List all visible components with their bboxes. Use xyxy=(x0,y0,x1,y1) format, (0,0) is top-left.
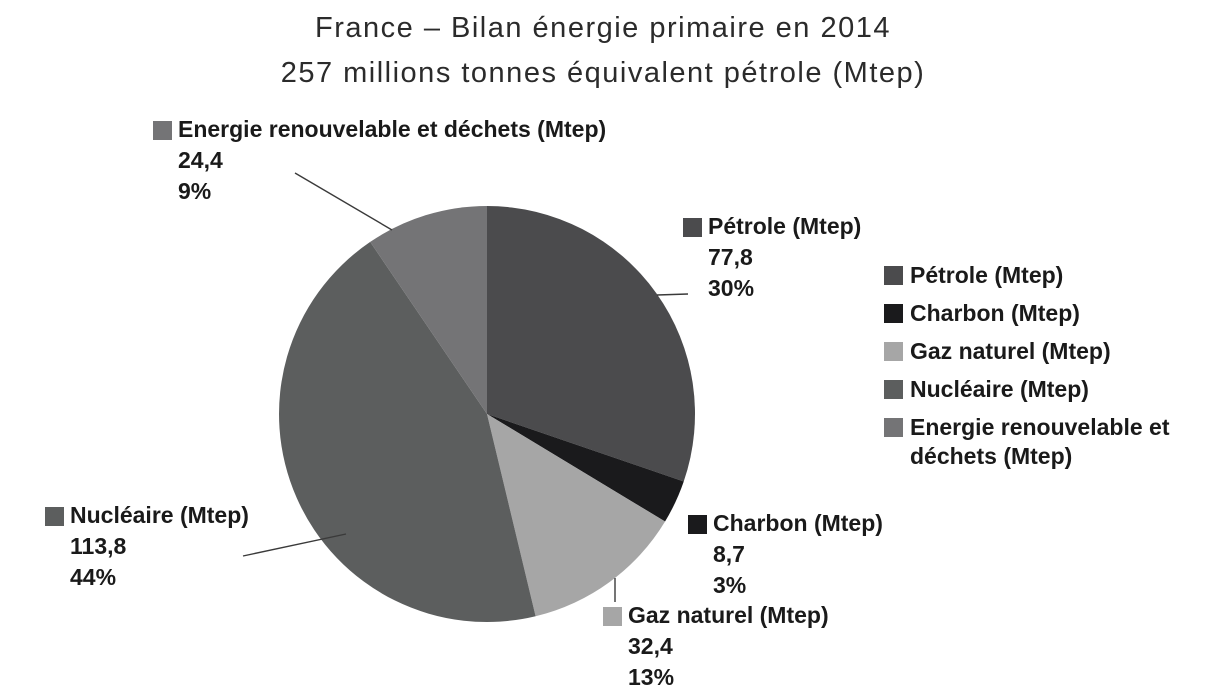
legend-swatch-energie-renouvelable xyxy=(884,418,903,437)
callout-label: Charbon (Mtep) xyxy=(713,510,883,536)
legend-label: Energie renouvelable et déchets (Mtep) xyxy=(910,414,1170,469)
legend-swatch-charbon xyxy=(884,304,903,323)
callout-value: 8,7 xyxy=(713,541,745,567)
legend-label: Pétrole (Mtep) xyxy=(910,262,1064,288)
gaz-naturel-swatch xyxy=(603,607,622,626)
callout-percent: 9% xyxy=(178,178,212,204)
chart-title-block: France – Bilan énergie primaire en 2014 … xyxy=(0,6,1206,96)
chart-subtitle: 257 millions tonnes équivalent pétrole (… xyxy=(280,57,926,89)
leader-line-petrole xyxy=(656,293,689,296)
callout-value: 113,8 xyxy=(70,533,127,559)
pie-slice-nucleaire xyxy=(279,241,536,622)
callout-percent: 44% xyxy=(70,564,117,590)
pie-slice-charbon xyxy=(487,414,684,522)
callout-label: Nucléaire (Mtep) xyxy=(70,502,249,528)
pie-slice-petrole xyxy=(487,206,696,482)
callout-percent: 13% xyxy=(628,664,675,690)
callout-petrole: Pétrole (Mtep) 77,8 30% xyxy=(683,211,861,304)
callout-value: 24,4 xyxy=(178,147,223,173)
callout-energie-renouvelable: Energie renouvelable et déchets (Mtep) 2… xyxy=(153,114,606,207)
charbon-swatch xyxy=(688,515,707,534)
callout-value: 32,4 xyxy=(628,633,673,659)
leader-line-energie-renouvelable xyxy=(294,172,393,231)
legend-swatch-gaz-naturel xyxy=(884,342,903,361)
legend-label: Charbon (Mtep) xyxy=(910,300,1080,326)
legend-swatch-petrole xyxy=(884,266,903,285)
legend-item-petrole: Pétrole (Mtep) xyxy=(884,261,1174,290)
legend-item-nucleaire: Nucléaire (Mtep) xyxy=(884,375,1174,404)
callout-label: Gaz naturel (Mtep) xyxy=(628,602,829,628)
legend-swatch-nucleaire xyxy=(884,380,903,399)
callout-label: Pétrole (Mtep) xyxy=(708,213,862,239)
petrole-swatch xyxy=(683,218,702,237)
legend: Pétrole (Mtep) Charbon (Mtep) Gaz nature… xyxy=(884,261,1174,480)
leader-line-nucleaire xyxy=(242,533,347,557)
pie-slice-energie-renouvelable xyxy=(370,206,487,414)
callout-percent: 30% xyxy=(708,275,755,301)
callout-value: 77,8 xyxy=(708,244,753,270)
legend-label: Gaz naturel (Mtep) xyxy=(910,338,1111,364)
callout-nucleaire: Nucléaire (Mtep) 113,8 44% xyxy=(45,500,249,593)
callout-label: Energie renouvelable et déchets (Mtep) xyxy=(178,116,607,142)
pie-slice-gaz-naturel xyxy=(487,414,666,617)
callout-gaz-naturel: Gaz naturel (Mtep) 32,4 13% xyxy=(603,600,829,693)
callout-percent: 3% xyxy=(713,572,747,598)
legend-item-energie-renouvelable: Energie renouvelable et déchets (Mtep) xyxy=(884,413,1174,471)
energie-renouvelable-swatch xyxy=(153,121,172,140)
callout-charbon: Charbon (Mtep) 8,7 3% xyxy=(688,508,883,601)
legend-label: Nucléaire (Mtep) xyxy=(910,376,1089,402)
legend-item-gaz-naturel: Gaz naturel (Mtep) xyxy=(884,337,1174,366)
pie-slices xyxy=(279,206,696,622)
nucleaire-swatch xyxy=(45,507,64,526)
legend-item-charbon: Charbon (Mtep) xyxy=(884,299,1174,328)
chart-title: France – Bilan énergie primaire en 2014 xyxy=(315,12,891,44)
